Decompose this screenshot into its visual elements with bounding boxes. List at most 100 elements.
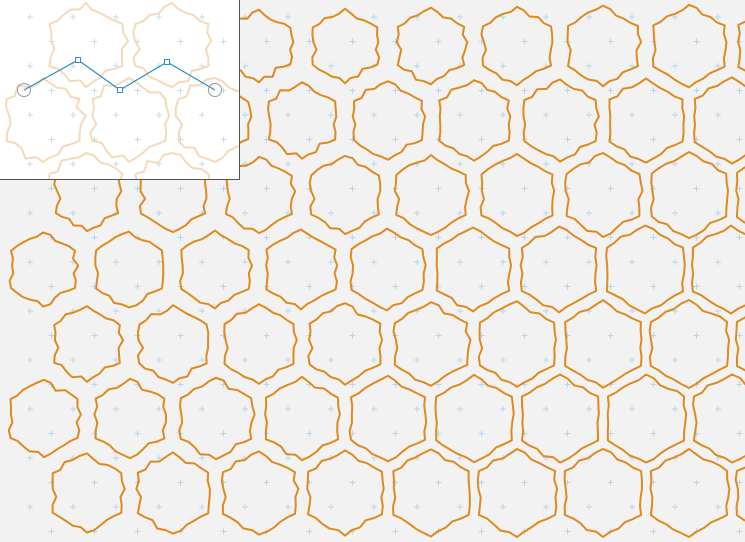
plus-icon [48, 283, 55, 290]
plus-icon [70, 504, 76, 510]
plus-icon [564, 381, 571, 388]
circle-handle-icon[interactable] [208, 83, 222, 97]
plus-icon [500, 14, 506, 20]
editor-tile-preview-layer [5, 1, 239, 179]
plus-icon [349, 38, 356, 45]
tile [348, 374, 428, 463]
plus-icon [564, 283, 571, 290]
plus-icon [306, 430, 313, 437]
tile [94, 230, 165, 309]
plus-icon [693, 479, 700, 486]
plus-icon [371, 308, 377, 314]
tile [8, 231, 80, 308]
edge-editor-panel[interactable] [0, 0, 240, 180]
plus-icon [457, 112, 463, 118]
edge-handle-layer[interactable] [17, 57, 222, 97]
tile-preview [48, 151, 124, 179]
plus-icon [672, 112, 678, 118]
plus-icon [435, 234, 442, 241]
plus-icon [457, 504, 463, 510]
tile [223, 303, 298, 385]
plus-icon [349, 234, 356, 241]
tile [264, 375, 341, 462]
plus-icon [435, 38, 442, 45]
plus-icon [263, 38, 270, 45]
tile [351, 80, 427, 161]
tile [51, 452, 126, 534]
plus-icon [500, 357, 506, 363]
tile [519, 225, 598, 314]
plus-icon [693, 185, 700, 192]
plus-icon [736, 528, 743, 535]
edge-editor-canvas[interactable] [0, 0, 240, 180]
tile [311, 7, 381, 85]
plus-icon [113, 308, 119, 314]
plus-icon [285, 357, 291, 363]
plus-icon [457, 406, 463, 412]
plus-icon [672, 63, 678, 69]
circle-handle-icon[interactable] [17, 83, 31, 97]
plus-icon [650, 430, 657, 437]
tile [737, 20, 745, 72]
tile-preview [5, 76, 87, 164]
tile [651, 3, 728, 89]
plus-icon [478, 283, 485, 290]
tile [608, 77, 686, 164]
tile [650, 151, 729, 239]
plus-icon [220, 185, 227, 192]
plus-icon [220, 136, 227, 143]
plus-icon [586, 406, 592, 412]
plus-icon [435, 332, 442, 339]
plus-icon [306, 283, 313, 290]
plus-icon [715, 357, 721, 363]
plus-icon [564, 136, 571, 143]
plus-icon [715, 161, 721, 167]
tile [395, 6, 469, 86]
plus-icon [177, 38, 184, 45]
plus-icon [177, 234, 184, 241]
square-handle-icon[interactable] [117, 87, 123, 93]
tile [648, 299, 731, 389]
tile-preview [174, 76, 239, 164]
plus-icon [650, 87, 657, 94]
plus-icon [478, 479, 485, 486]
plus-icon [650, 283, 657, 290]
plus-icon [48, 136, 55, 143]
plus-icon [543, 112, 549, 118]
plus-icon [220, 528, 227, 535]
plus-icon [392, 234, 399, 241]
tile [566, 4, 643, 88]
tile [564, 152, 644, 238]
plus-icon [500, 161, 506, 167]
plus-icon [156, 406, 162, 412]
plus-icon [70, 406, 76, 412]
tile [307, 302, 384, 386]
plus-icon [285, 308, 291, 314]
plus-icon [113, 455, 119, 461]
plus-icon [349, 479, 356, 486]
square-handle-icon[interactable] [164, 59, 170, 65]
plus-icon [736, 234, 743, 241]
plus-icon [736, 136, 743, 143]
plus-icon [693, 283, 700, 290]
plus-icon [349, 87, 356, 94]
square-handle-icon[interactable] [75, 57, 81, 63]
plus-icon [607, 87, 614, 94]
plus-icon [113, 112, 119, 118]
plus-icon [457, 161, 463, 167]
plus-icon [629, 161, 635, 167]
tile [692, 373, 745, 464]
plus-icon [629, 357, 635, 363]
plus-icon [306, 38, 313, 45]
plus-icon [285, 161, 291, 167]
plus-icon [285, 112, 291, 118]
plus-icon [478, 87, 485, 94]
plus-icon [349, 185, 356, 192]
plus-icon [736, 87, 743, 94]
plus-icon [27, 455, 33, 461]
plus-icon [328, 357, 334, 363]
plus-icon [457, 455, 463, 461]
plus-icon [328, 504, 334, 510]
plus-icon [478, 234, 485, 241]
plus-icon [586, 357, 592, 363]
